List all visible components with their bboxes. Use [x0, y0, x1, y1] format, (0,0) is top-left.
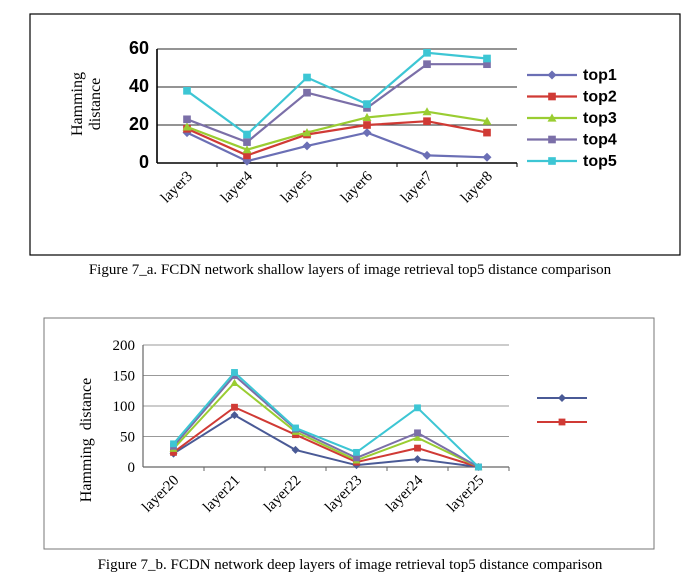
chart-b-y-tick-label: 100: [113, 399, 136, 415]
chart-a-series-5-point: [183, 86, 191, 95]
chart-b-series-2-point: [170, 448, 177, 456]
chart-b-series-5-line: [172, 371, 480, 468]
chart-b-series-3-point: [230, 378, 239, 387]
chart-a-series-5-point: [483, 54, 491, 63]
chart-a-series-1-point: [422, 150, 432, 160]
chart-a-y-tick-label: 40: [129, 76, 149, 96]
chart-a-legend-label: top5: [583, 153, 617, 170]
chart-a-series-3-point: [242, 145, 252, 154]
chart-a-legend-marker: [548, 135, 556, 144]
chart-b-series-5-point: [353, 448, 360, 456]
chart-a-y-tick-label: 20: [129, 114, 149, 134]
chart-a-series-3-point: [182, 122, 192, 131]
chart-a-series-2-point: [363, 121, 371, 129]
chart-b-series-3-point: [413, 433, 422, 441]
chart-a-series-5-point: [423, 48, 431, 57]
chart-b-series-2-point: [231, 403, 238, 411]
chart-a-legend-label: top4: [583, 132, 617, 149]
caption-figure-7b: Figure 7_b. FCDN network deep layers of …: [97, 557, 603, 573]
chart-a-legend-label: top3: [583, 110, 617, 127]
chart-b-legend-marker: [558, 418, 566, 426]
chart-a-legend-marker: [548, 157, 556, 165]
chart-b-series-5-point: [170, 440, 177, 448]
chart-b-series-5-point: [231, 369, 238, 376]
chart-a-series-1-point: [302, 141, 312, 151]
chart-a-series-1-point: [482, 152, 492, 162]
chart-a-series-2-point: [423, 117, 431, 126]
chart-a-series-3-point: [362, 112, 372, 121]
chart-a-series-4-point: [243, 138, 251, 146]
chart-a-series-4-line: [186, 63, 487, 144]
chart-b-series-5-point: [414, 404, 421, 412]
chart-b-legend-marker: [558, 394, 566, 402]
chart-b-series-1-line: [172, 413, 479, 468]
chart-a-series-2-point: [483, 128, 491, 137]
chart-a-series-4-point: [303, 88, 311, 97]
chart-a-series-3-line: [186, 110, 488, 151]
chart-b-series-1-point: [413, 455, 422, 464]
chart-b-series-2-line: [172, 406, 479, 468]
chart-a-series-5-point: [363, 100, 371, 108]
chart-a-legend-marker: [547, 113, 557, 122]
chart-b-series-4-point: [414, 429, 421, 437]
chart-a-series-4-point: [483, 60, 491, 69]
chart-a-legend-label: top2: [583, 89, 617, 106]
chart-a-series-2-point: [243, 151, 251, 160]
chart-a-series-3-point: [482, 116, 492, 125]
chart-b-series-5-point: [475, 463, 482, 471]
chart-a-y-axis-label: Hammingdistance: [69, 72, 104, 136]
chart-b-y-axis-label: Hamming distance: [78, 378, 95, 502]
chart-b-y-tick-label: 50: [120, 430, 135, 446]
chart-a-legend-label: top1: [583, 67, 617, 84]
chart-b-series-3-line: [172, 381, 479, 468]
chart-a-series-2-line: [186, 120, 488, 157]
chart-a-series-4-point: [423, 60, 431, 69]
chart-a-series-5-line: [186, 51, 488, 136]
chart-b-series-4-line: [172, 374, 479, 468]
chart-b-series-1-point: [230, 411, 239, 420]
chart-b-series-4-point: [353, 454, 360, 462]
chart-b-y-tick-label: 150: [113, 369, 136, 385]
chart-b-frame: [43, 317, 655, 550]
chart-a-series-5-point: [243, 130, 251, 139]
chart-a-legend-marker: [548, 92, 556, 101]
chart-a-series-3-point: [302, 128, 312, 137]
chart-b-series-2-point: [414, 444, 421, 452]
chart-a-series-3-point: [422, 107, 432, 116]
caption-figure-7a: Figure 7_a. FCDN network shallow layers …: [88, 262, 612, 278]
chart-a-series-4-point: [183, 115, 191, 124]
chart-a-legend-marker: [547, 70, 557, 80]
chart-a-y-tick-label: 60: [129, 38, 149, 58]
chart-a-y-tick-label: 0: [139, 152, 149, 172]
chart-a-series-5-point: [303, 73, 311, 82]
chart-b-series-1-point: [291, 445, 300, 454]
chart-b-y-tick-label: 200: [113, 338, 136, 354]
chart-b-y-tick-label: 0: [128, 460, 136, 476]
chart-b-series-5-point: [292, 424, 299, 432]
chart-a-series-1-line: [186, 131, 488, 163]
chart-a-series-1-point: [362, 128, 372, 138]
